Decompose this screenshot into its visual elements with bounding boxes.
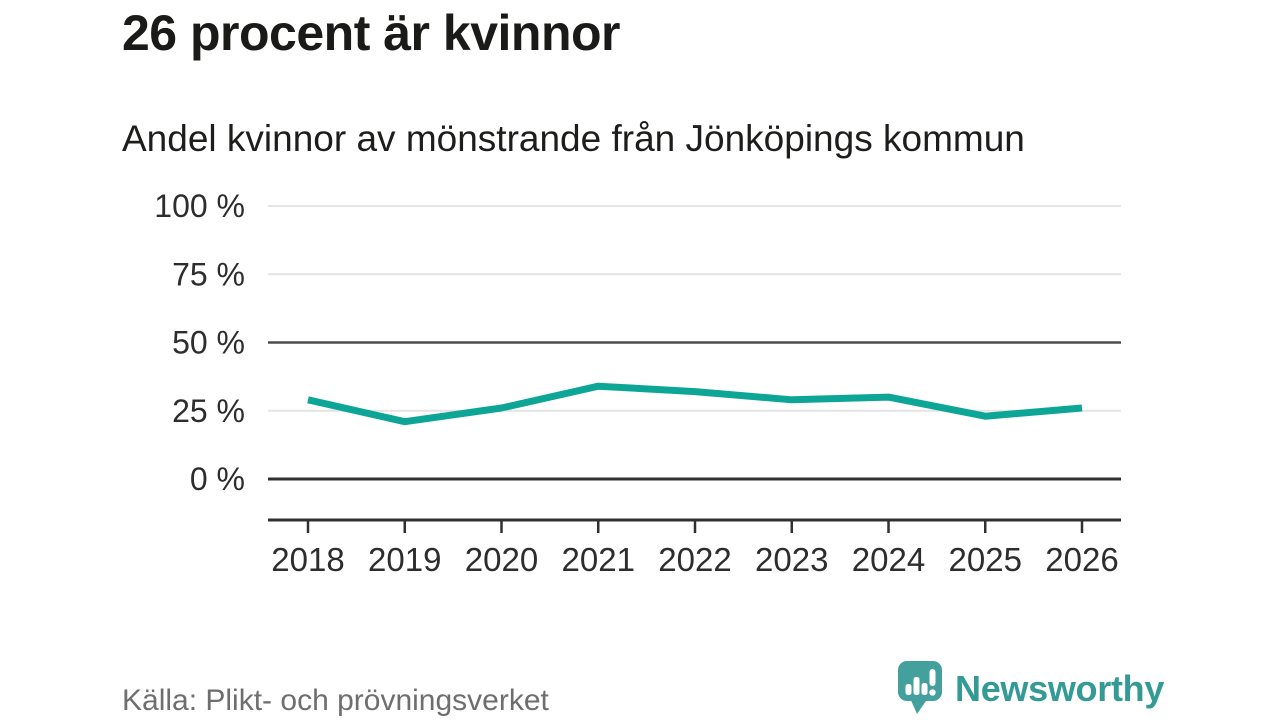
line-chart: 0 % 25 % 50 % 75 % 100 % 2018 2019 2020 2021 2022…: [154, 190, 1121, 578]
x-axis-year-label: 2018: [271, 541, 344, 578]
y-axis-tick-label: 100 %: [154, 190, 245, 224]
newsworthy-logo: Newsworthy: [897, 660, 1164, 716]
x-axis-year-label: 2021: [562, 541, 635, 578]
x-axis-year-label: 2022: [658, 541, 731, 578]
y-axis-tick-label: 0 %: [190, 461, 245, 497]
logo-bar-medium: [921, 683, 928, 695]
x-axis-year-label: 2025: [949, 541, 1022, 578]
y-axis-tick-label: 50 %: [172, 325, 245, 361]
chart-title: 26 procent är kvinnor: [122, 5, 621, 61]
y-axis-tick-label: 75 %: [172, 256, 245, 292]
x-axis-year-label: 2024: [852, 541, 925, 578]
x-axis-year-label: 2019: [368, 541, 441, 578]
newsworthy-logo-text: Newsworthy: [955, 668, 1165, 709]
logo-bar-tall: [913, 677, 920, 695]
logo-exclamation-dot: [929, 689, 936, 696]
x-axis-year-label: 2020: [465, 541, 538, 578]
logo-bar-small: [905, 684, 912, 695]
logo-exclamation-stem: [929, 669, 936, 686]
newsworthy-logo-icon: [898, 661, 942, 714]
y-axis-tick-label: 25 %: [172, 393, 245, 429]
x-axis-year-label: 2026: [1045, 541, 1118, 578]
x-axis-year-label: 2023: [755, 541, 828, 578]
data-line-series: [307, 382, 1083, 426]
chart-subtitle: Andel kvinnor av mönstrande från Jönköpi…: [122, 118, 1025, 159]
source-note: Källa: Plikt- och prövningsverket: [122, 684, 549, 717]
